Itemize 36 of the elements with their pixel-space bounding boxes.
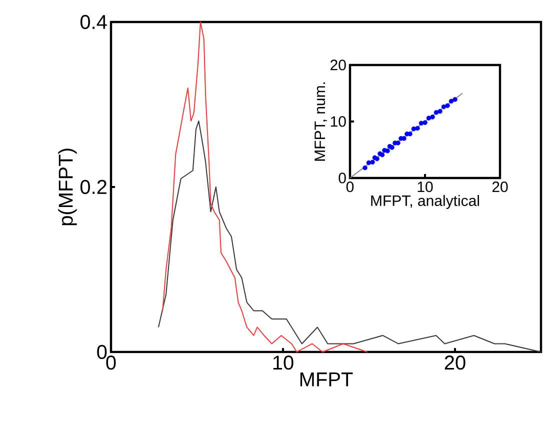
point: [448, 98, 454, 104]
y-tick-label: 0: [97, 344, 107, 360]
point: [385, 148, 390, 154]
point: [415, 126, 420, 131]
point: [390, 145, 394, 150]
point: [411, 126, 416, 132]
point: [408, 132, 412, 136]
point: [438, 108, 442, 114]
x-tick-label: 10: [273, 356, 294, 370]
point: [370, 160, 375, 165]
y-axis-title: p(MFPT): [58, 148, 77, 226]
y-tick-label: 0.4: [80, 14, 107, 30]
y-tick-label: 10: [330, 116, 346, 127]
point: [430, 114, 435, 120]
point: [418, 120, 424, 126]
point: [441, 104, 446, 110]
point: [380, 152, 385, 158]
x-tick-label: 20: [492, 182, 508, 192]
y-axis-title: MFPT, num.: [314, 82, 327, 161]
line-series: [162, 21, 368, 352]
point: [426, 116, 432, 120]
point: [374, 156, 380, 162]
point: [362, 165, 368, 170]
x-tick-label: 0: [106, 356, 116, 370]
y-tick-label: 0: [338, 172, 346, 184]
x-tick-label: 20: [444, 356, 466, 370]
point: [434, 110, 439, 115]
x-tick-label: 10: [418, 182, 433, 192]
y-tick-label: 0.2: [80, 180, 106, 194]
x-tick-label: 0: [346, 182, 354, 192]
x-axis-title: MFPT, analytical: [371, 195, 479, 209]
x-axis-title: MFPT: [300, 372, 353, 386]
point: [422, 120, 428, 126]
y-tick-label: 20: [330, 60, 346, 70]
point: [452, 97, 458, 102]
point: [445, 103, 450, 108]
